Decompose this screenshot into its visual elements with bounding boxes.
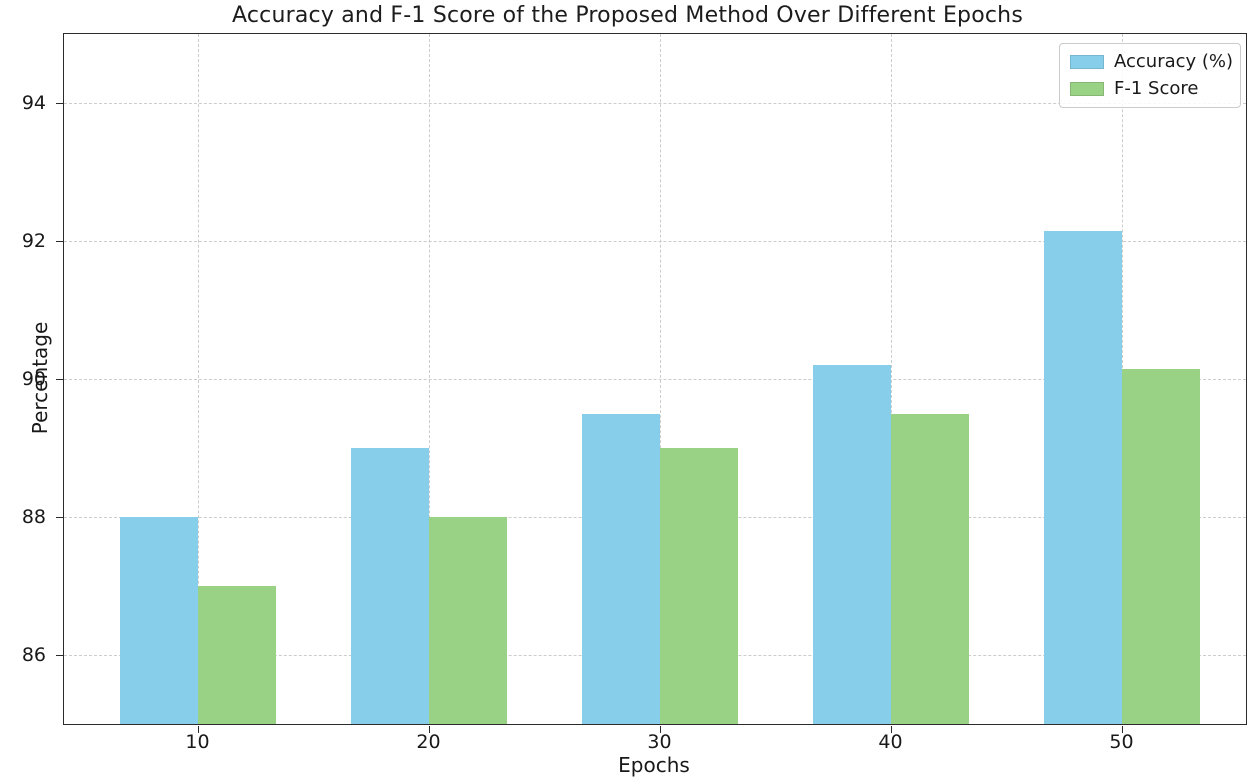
chart-title: Accuracy and F-1 Score of the Proposed M… <box>232 3 1023 28</box>
plot-area: 86 88 90 92 94 10 20 30 40 50 Accuracy (%) F-1 Sc… <box>22 33 1247 753</box>
bar-f1score-10 <box>197 586 276 724</box>
y-tick-mark <box>56 655 63 656</box>
gridline-horizontal <box>64 103 1246 104</box>
y-tick-mark <box>56 517 63 518</box>
bar-accuracy-10 <box>119 517 198 724</box>
gridline-vertical <box>197 34 199 724</box>
x-tick-label: 10 <box>185 731 210 753</box>
bar-f1score-40 <box>890 413 969 724</box>
x-tick-label: 50 <box>1109 731 1134 753</box>
y-tick-label: 88 <box>21 505 46 528</box>
x-tick-mark <box>197 725 199 733</box>
gridline-vertical <box>890 34 892 724</box>
y-tick-mark <box>56 103 63 104</box>
gridline-vertical <box>428 34 430 724</box>
gridline-horizontal <box>64 241 1246 242</box>
legend-item-f1score: F-1 Score <box>1070 79 1230 99</box>
bar-f1score-30 <box>659 448 738 724</box>
legend-label-accuracy: Accuracy (%) <box>1114 51 1234 72</box>
bar-f1score-50 <box>1121 368 1200 724</box>
x-tick-label: 40 <box>878 731 903 753</box>
gridline-horizontal <box>64 379 1246 380</box>
x-tick-mark <box>428 725 430 733</box>
y-tick-label: 90 <box>21 367 46 390</box>
legend-swatch-accuracy <box>1070 55 1104 69</box>
y-tick-mark <box>56 379 63 380</box>
x-axis-label: Epochs <box>618 753 690 777</box>
y-axis-label: Percentage <box>28 321 52 435</box>
gridline-vertical <box>659 34 661 724</box>
x-tick-mark <box>890 725 892 733</box>
y-tick-label: 86 <box>21 643 46 666</box>
bar-f1score-20 <box>428 517 507 724</box>
legend-label-f1score: F-1 Score <box>1114 78 1199 99</box>
x-tick-mark <box>659 725 661 733</box>
x-tick-label: 20 <box>416 731 441 753</box>
bar-accuracy-20 <box>350 448 429 724</box>
legend: Accuracy (%) F-1 Score <box>1059 43 1241 108</box>
y-tick-label: 92 <box>21 229 46 252</box>
bar-accuracy-30 <box>581 413 660 724</box>
legend-swatch-f1score <box>1070 82 1104 96</box>
bar-accuracy-40 <box>812 365 891 724</box>
bar-accuracy-50 <box>1043 230 1122 724</box>
y-tick-label: 94 <box>21 91 46 114</box>
y-tick-mark <box>56 241 63 242</box>
legend-item-accuracy: Accuracy (%) <box>1070 51 1234 72</box>
x-tick-label: 30 <box>647 731 672 753</box>
x-tick-mark <box>1121 725 1123 733</box>
